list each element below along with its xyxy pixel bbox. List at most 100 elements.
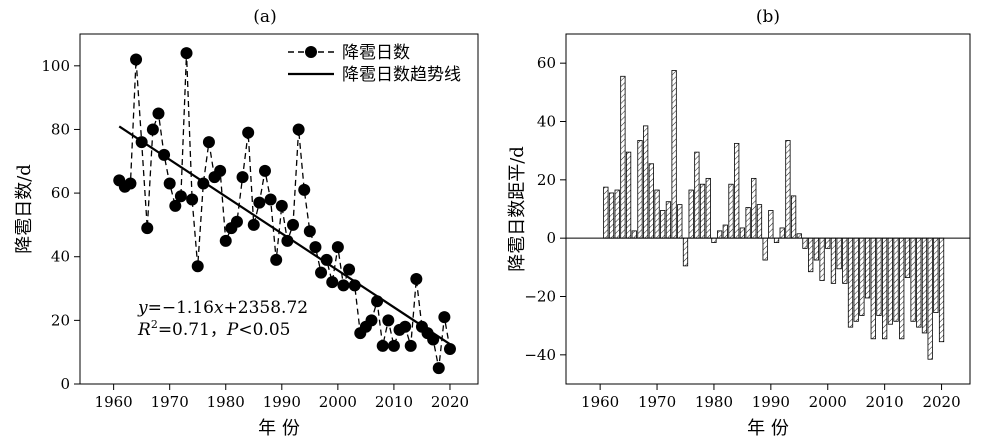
panel-b-y-axis-title: 降雹日数距平/d: [507, 146, 528, 272]
anomaly-bar: [751, 177, 757, 239]
anomaly-bar: [603, 186, 609, 239]
panel-a-y-tick-label: 40: [51, 248, 70, 266]
anomaly-bar: [699, 183, 706, 239]
panel-b-chart: (b) −40 −20 0 20 40 60 1960 1970 1980 1990 2000 20…: [507, 7, 971, 439]
anomaly-bar: [608, 192, 615, 239]
hail-days-point: [219, 234, 232, 247]
anomaly-bar: [893, 237, 899, 322]
hail-days-point: [343, 263, 356, 276]
hail-days-point: [382, 314, 395, 327]
hail-days-point: [130, 53, 143, 66]
panel-b-x-tick-label: 1990: [752, 393, 790, 411]
hail-days-point: [174, 190, 187, 203]
anomaly-bar: [717, 230, 723, 239]
panel-a-x-axis-title: 年 份: [258, 418, 300, 439]
hail-days-point: [258, 164, 271, 177]
hail-days-point: [141, 222, 154, 235]
hail-days-point: [169, 199, 182, 212]
hail-days-point: [365, 314, 378, 327]
anomaly-bar: [887, 237, 893, 325]
hail-days-point: [320, 253, 333, 266]
hail-days-point: [242, 126, 255, 139]
panel-a-x-tick-label: 1960: [95, 393, 133, 411]
panel-a-trend-series: [118, 125, 451, 346]
anomaly-bar: [864, 237, 871, 299]
panel-b-x-tick-label: 2020: [922, 393, 960, 411]
trend-line: [118, 125, 451, 346]
regression-annotation: y=−1.16x+2358.72 R2=0.71，P<0.05: [137, 298, 308, 340]
anomaly-bar: [734, 142, 740, 239]
hail-days-point: [264, 193, 277, 206]
hail-days-point: [371, 295, 384, 308]
panel-b-y-axis: −40 −20 0 20 40 60: [524, 54, 566, 364]
panel-a-chart: (a) 0 20 40 60 80 100 1960 1970 1980 1990 2000 201…: [14, 7, 479, 439]
panel-b-x-tick-label: 2010: [866, 393, 904, 411]
panel-b-frame: [565, 33, 971, 385]
anomaly-bar: [904, 237, 911, 278]
hail-days-point: [186, 193, 199, 206]
anomaly-bar: [654, 189, 660, 239]
panel-b-x-axis-title: 年 份: [747, 418, 789, 439]
anomaly-bar: [739, 227, 746, 239]
anomaly-bar: [631, 230, 637, 239]
panel-b-y-tick-label: 40: [537, 113, 556, 131]
hail-days-point: [197, 177, 210, 190]
anomaly-bar: [938, 237, 945, 343]
hail-days-point: [292, 123, 305, 136]
hail-days-point: [158, 148, 171, 161]
anomaly-bar: [910, 237, 916, 322]
anomaly-bar: [847, 237, 854, 328]
panel-a-frame: [79, 33, 479, 385]
panel-a-x-tick-label: 1980: [207, 393, 245, 411]
panel-b-anomaly-bars: [603, 70, 945, 360]
hail-days-point: [443, 343, 456, 355]
anomaly-bar: [825, 237, 831, 249]
anomaly-bar: [842, 237, 848, 284]
panel-b-x-tick-label: 1960: [581, 393, 619, 411]
anomaly-bar: [921, 237, 928, 334]
panel-b-y-tick-label: 0: [546, 229, 556, 247]
anomaly-bar: [682, 237, 689, 267]
hail-days-point: [438, 311, 451, 324]
anomaly-bar: [648, 163, 654, 239]
panel-a-x-tick-label: 2010: [375, 393, 413, 411]
panel-b-y-tick-label: 20: [537, 171, 556, 189]
anomaly-bar: [660, 210, 666, 239]
panel-b-x-tick-label: 1970: [638, 393, 676, 411]
panel-b-y-tick-label: −20: [524, 288, 556, 306]
hail-days-point: [281, 234, 294, 247]
anomaly-bar: [694, 151, 700, 239]
panel-a-y-axis-title: 降雹日数/d: [14, 164, 35, 254]
anomaly-bar: [779, 227, 785, 239]
hail-days-point: [146, 123, 159, 136]
hail-days-point: [202, 136, 215, 149]
anomaly-bar: [802, 237, 808, 249]
anomaly-bar: [927, 237, 933, 360]
hail-days-point: [163, 177, 176, 190]
anomaly-bar: [768, 210, 774, 239]
panel-b-x-tick-label: 2000: [809, 393, 847, 411]
anomaly-bar: [870, 237, 876, 340]
panel-a-x-tick-label: 1970: [151, 393, 189, 411]
hail-days-point: [410, 273, 423, 285]
panel-a-label: (a): [253, 7, 276, 27]
hail-days-point: [298, 183, 311, 196]
anomaly-bar: [813, 237, 819, 261]
anomaly-bar: [643, 125, 649, 239]
anomaly-bar: [859, 237, 865, 316]
hail-days-point: [180, 47, 193, 60]
hail-days-point: [152, 107, 165, 120]
anomaly-bar: [796, 233, 802, 239]
panel-a-y-axis: 0 20 40 60 80 100: [41, 57, 80, 393]
panel-b-x-axis: 1960 1970 1980 1990 2000 2010 2020: [581, 384, 961, 411]
hail-days-point: [135, 136, 148, 149]
anomaly-bar: [722, 224, 728, 239]
legend-marker-sample: [305, 46, 317, 58]
anomaly-bar: [671, 70, 677, 239]
hail-days-point: [337, 279, 350, 292]
hail-days-point: [247, 218, 260, 231]
anomaly-bar: [762, 237, 768, 261]
panel-a-legend: 降雹日数 降雹日数趋势线: [288, 43, 461, 85]
hail-days-point: [287, 218, 300, 231]
